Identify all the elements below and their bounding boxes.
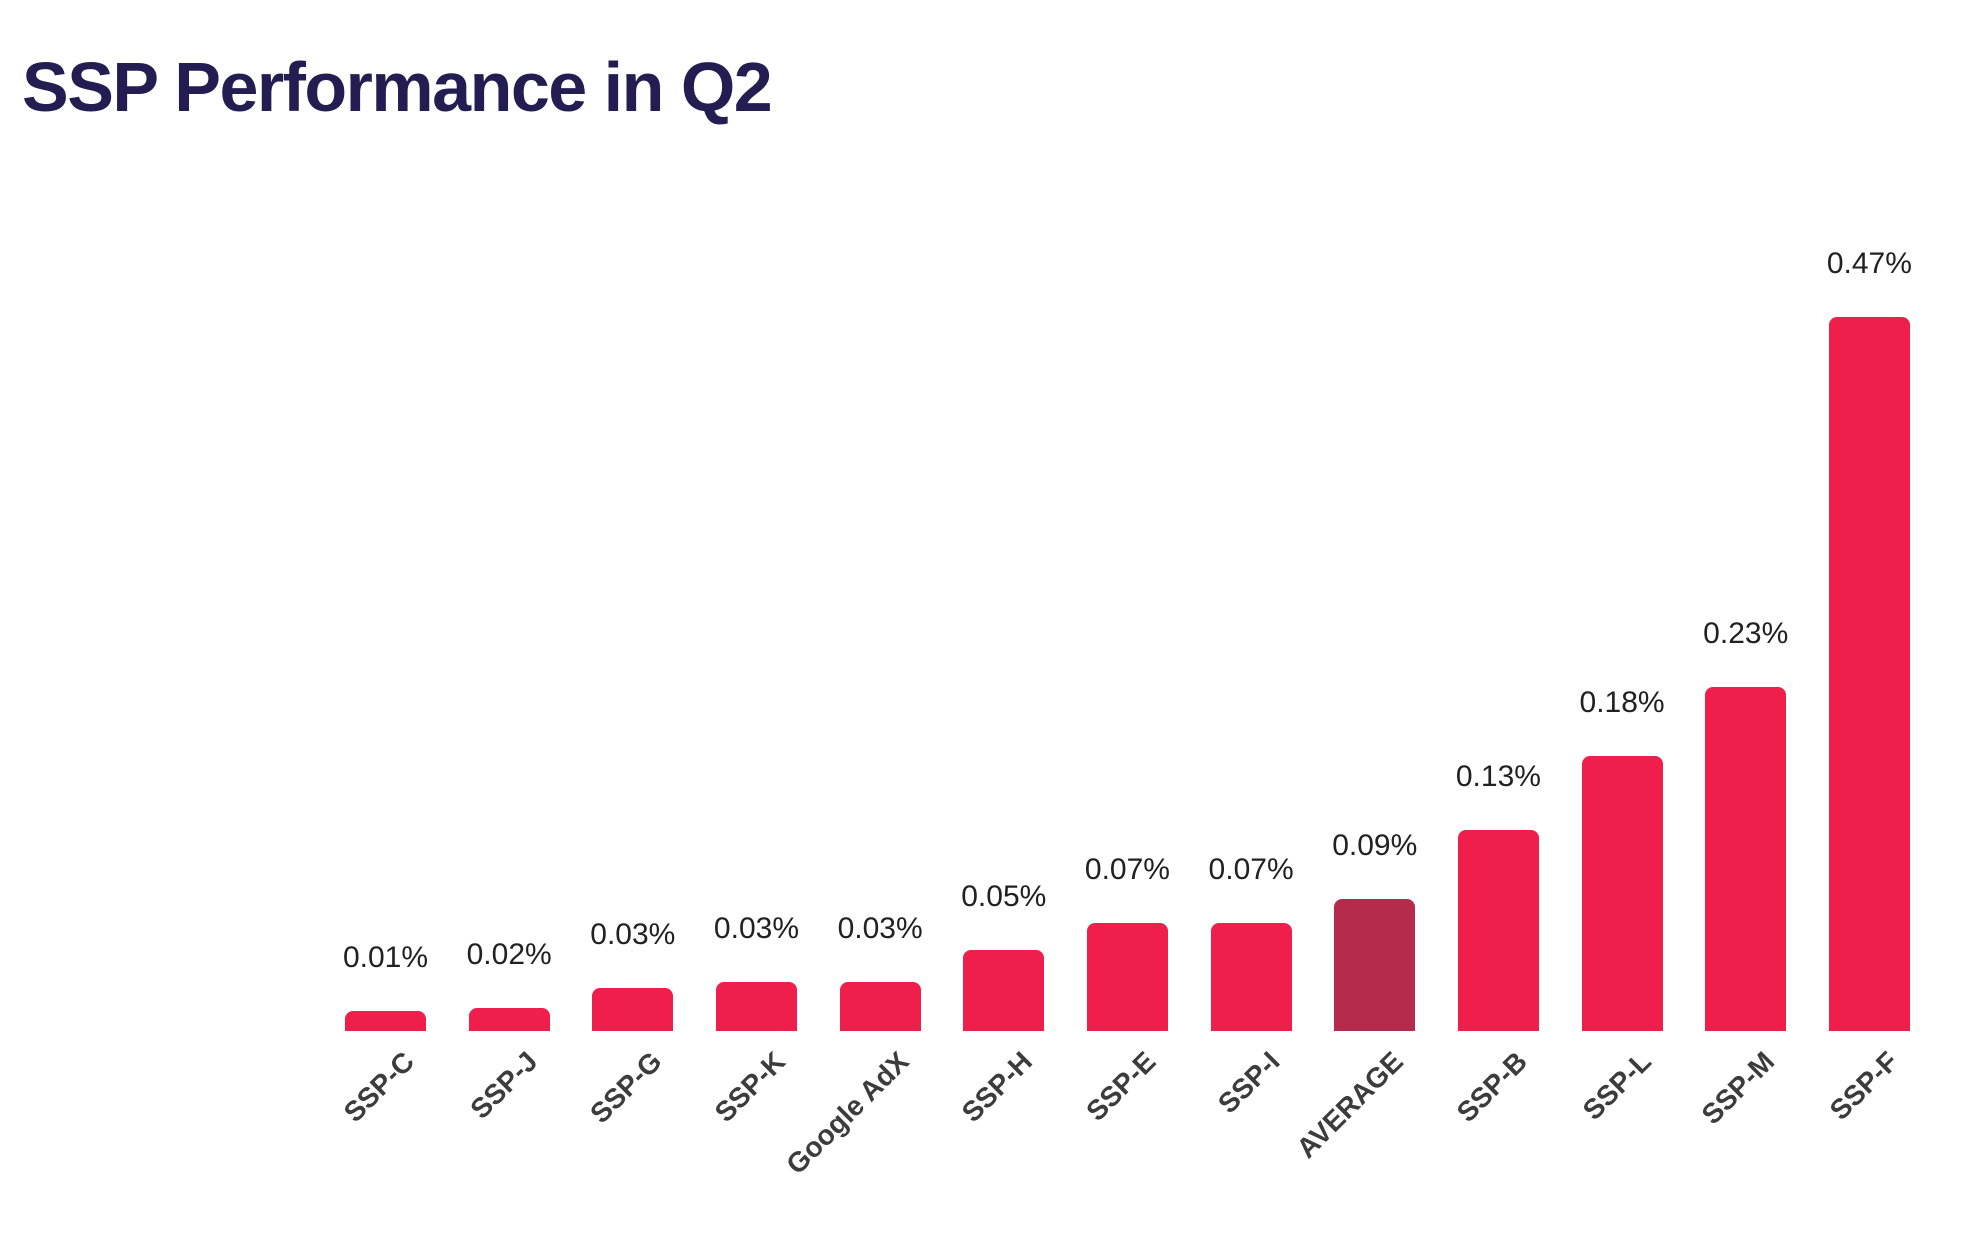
bar-value-label-ssp-m: 0.23% [1703, 617, 1789, 650]
category-label-ssp-b: SSP-B [1450, 1045, 1533, 1129]
bar-group-ssp-g: 0.03% SSP-G [584, 271, 676, 1130]
bar-ssp-l [1581, 756, 1663, 1031]
bar-group-ssp-l: 0.18% SSP-L [1576, 271, 1665, 1126]
bar-group-google-adx: 0.03% Google AdX [780, 271, 923, 1181]
bar-group-ssp-f: 0.47% SSP-F [1824, 249, 1912, 1126]
bar-value-label-ssp-i: 0.07% [1208, 853, 1294, 886]
bar-group-average: 0.09% AVERAGE [1291, 271, 1418, 1164]
category-label-average: AVERAGE [1290, 1045, 1410, 1164]
category-label-ssp-k: SSP-K [708, 1045, 791, 1129]
category-label-google-adx: Google AdX [780, 1045, 915, 1181]
bar-ssp-h [963, 950, 1045, 1031]
bar-group-ssp-k: 0.03% SSP-K [709, 271, 800, 1129]
bar-group-ssp-h: 0.05% SSP-H [956, 271, 1047, 1129]
bar-ssp-m [1705, 687, 1787, 1031]
category-label-ssp-e: SSP-E [1080, 1045, 1162, 1127]
bar-value-label-ssp-k: 0.03% [713, 912, 800, 945]
bar-average [1334, 899, 1416, 1031]
bar-value-label-average: 0.09% [1332, 829, 1418, 862]
category-label-ssp-m: SSP-M [1695, 1045, 1781, 1131]
category-label-ssp-f: SSP-F [1823, 1045, 1904, 1126]
category-label-ssp-c: SSP-C [337, 1045, 421, 1129]
bar-group-ssp-e: 0.07% SSP-E [1081, 271, 1170, 1127]
bar-ssp-b [1457, 830, 1539, 1031]
chart-title: SSP Performance in Q2 [22, 48, 773, 126]
bar-ssp-k [715, 982, 797, 1031]
bar-ssp-g [592, 988, 674, 1031]
bar-value-label-ssp-c: 0.01% [342, 941, 429, 974]
bar-chart: 0.01% SSP-C 0.02% SSP-J 0.03% SSP-G 0.03% SSP-K… [338, 249, 1912, 1181]
category-label-ssp-l: SSP-L [1576, 1045, 1657, 1126]
bar-group-ssp-c: 0.01% SSP-C [338, 271, 429, 1129]
bar-value-label-ssp-b: 0.13% [1455, 760, 1541, 793]
bar-value-label-google-adx: 0.03% [837, 912, 923, 945]
bar-value-label-ssp-e: 0.07% [1084, 853, 1170, 886]
category-label-ssp-j: SSP-J [464, 1045, 544, 1125]
category-label-ssp-h: SSP-H [955, 1045, 1039, 1129]
bar-ssp-f [1828, 317, 1910, 1031]
bar-ssp-e [1086, 923, 1168, 1031]
bar-ssp-j [468, 1008, 550, 1031]
category-label-ssp-g: SSP-G [583, 1045, 668, 1130]
bar-google-adx [839, 982, 921, 1031]
bar-value-label-ssp-h: 0.05% [961, 880, 1047, 913]
bar-value-label-ssp-l: 0.18% [1579, 686, 1665, 719]
bar-group-ssp-m: 0.23% SSP-M [1696, 271, 1789, 1131]
bar-value-label-ssp-f: 0.47% [1826, 247, 1912, 280]
bar-ssp-i [1210, 923, 1292, 1031]
category-label-ssp-i: SSP-I [1211, 1045, 1286, 1120]
bar-value-label-ssp-j: 0.02% [466, 938, 552, 971]
bar-group-ssp-b: 0.13% SSP-B [1450, 271, 1541, 1129]
bar-group-ssp-i: 0.07% SSP-I [1208, 271, 1294, 1120]
bar-ssp-c [345, 1011, 426, 1031]
bar-value-label-ssp-g: 0.03% [590, 918, 676, 951]
bar-group-ssp-j: 0.02% SSP-J [465, 271, 552, 1125]
